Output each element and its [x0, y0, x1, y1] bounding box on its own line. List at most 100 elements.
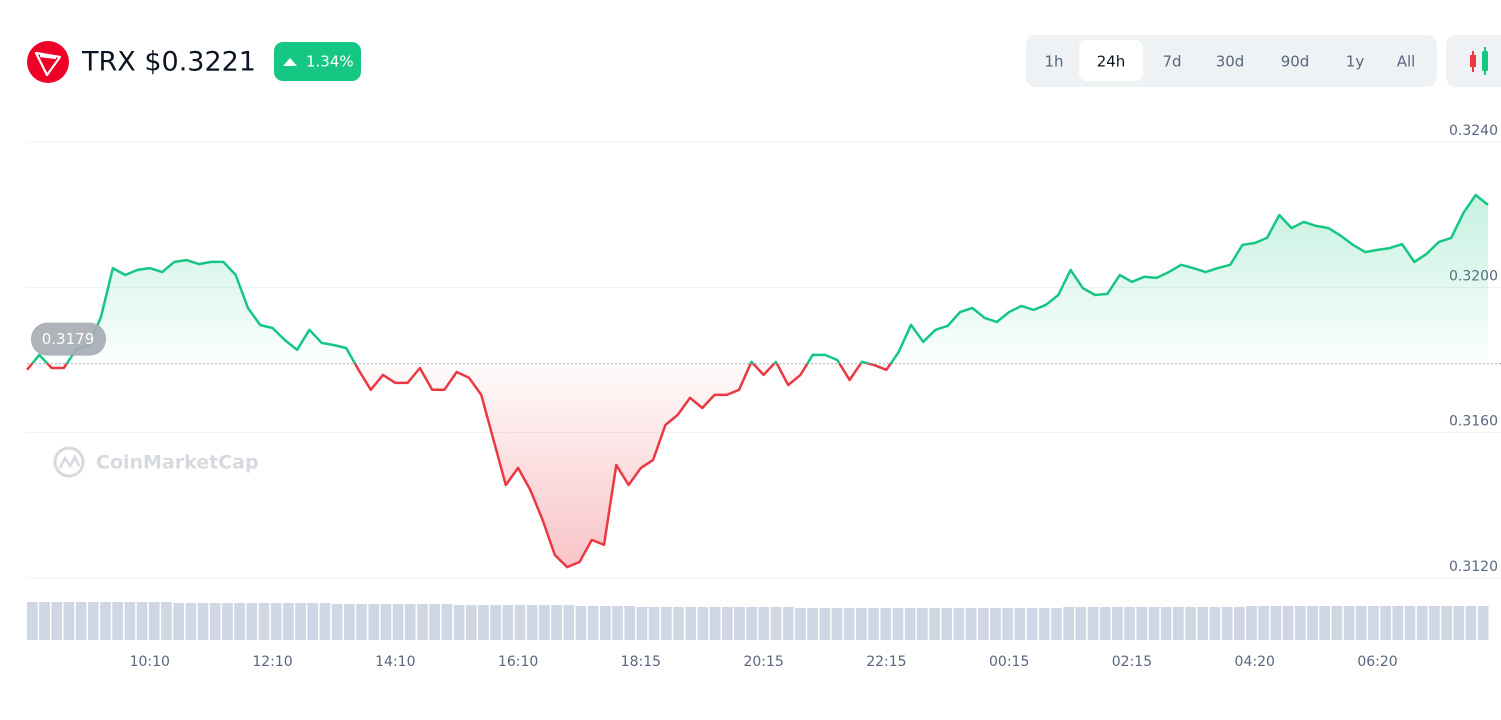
timeframe-button[interactable]: 30d — [1216, 53, 1245, 71]
volume-bar — [392, 604, 404, 640]
volume-bar — [1404, 606, 1416, 640]
volume-bar — [1148, 607, 1160, 640]
volume-bar — [1221, 607, 1233, 640]
volume-bar — [746, 607, 757, 640]
volume-bar — [368, 604, 380, 640]
x-tick-label: 20:15 — [743, 654, 783, 670]
volume-bar — [1380, 606, 1391, 640]
volume-bar — [1307, 606, 1318, 640]
timeframe-button[interactable]: 90d — [1281, 53, 1310, 71]
volume-bar — [124, 602, 136, 640]
volume-bar — [1160, 607, 1172, 640]
area-down — [27, 363, 891, 568]
price-line-up — [30, 193, 1489, 364]
x-tick-label: 00:15 — [989, 654, 1029, 670]
logo — [27, 41, 69, 83]
volume-bar — [941, 608, 953, 640]
volume-bar — [222, 603, 233, 640]
volume-bar — [27, 602, 38, 640]
volume-bar — [39, 602, 50, 640]
volume-bar — [295, 603, 306, 640]
volume-bar — [234, 603, 245, 640]
volume-bar — [1233, 607, 1245, 640]
volume-bar — [429, 604, 441, 640]
y-tick-label: 0.3160 — [1449, 414, 1498, 430]
volume-bar — [1038, 608, 1050, 640]
volume-bar — [1441, 606, 1452, 640]
volume-bar — [526, 605, 538, 640]
volume-bar — [1319, 606, 1331, 640]
volume-bar — [148, 602, 160, 640]
volume-bar — [929, 608, 940, 640]
volume-bar — [904, 608, 916, 640]
x-tick-label: 06:20 — [1357, 654, 1397, 670]
volume-bar — [1392, 606, 1404, 640]
volume-bar — [685, 607, 697, 640]
volume-bar — [539, 605, 550, 640]
volume-bar — [1124, 607, 1135, 640]
volume-bar — [441, 604, 453, 640]
timeframe-button[interactable]: 1h — [1044, 53, 1063, 71]
volume-bar — [1087, 607, 1099, 640]
volume-bar — [161, 602, 172, 640]
timeframe-button[interactable]: 1y — [1346, 53, 1365, 71]
volume-bar — [197, 603, 209, 640]
x-tick-label: 18:15 — [621, 654, 661, 670]
volume-bar — [1099, 607, 1111, 640]
volume-bar — [1002, 608, 1014, 640]
timeframe-button[interactable]: 24h — [1097, 53, 1126, 71]
volume-bar — [1331, 606, 1343, 640]
volume-bar — [356, 604, 367, 640]
timeframe-button[interactable]: All — [1397, 53, 1416, 71]
volume-bar — [63, 602, 75, 640]
volume-bar — [258, 603, 270, 640]
volume-bar — [880, 608, 892, 640]
volume-bar — [697, 607, 709, 640]
volume-bar — [551, 605, 562, 640]
volume-bar — [514, 605, 526, 640]
timeframes: 1h 24h 7d 30d 90d 1y All — [1044, 40, 1415, 81]
volume-bar — [916, 608, 928, 640]
volume-bar — [1051, 608, 1062, 640]
volume-bar — [1282, 606, 1294, 640]
x-tick-label: 22:15 — [866, 654, 906, 670]
volume-bar — [660, 607, 672, 640]
volume-bar — [758, 607, 770, 640]
volume-bar — [1026, 608, 1038, 640]
timeframe-button[interactable]: 7d — [1162, 53, 1181, 71]
volume-bar — [1270, 606, 1282, 640]
change-badge — [274, 42, 361, 81]
volume-bar — [721, 607, 733, 640]
volume-bar — [343, 604, 355, 640]
volume-bar — [490, 605, 501, 640]
volume-bar — [112, 602, 124, 640]
x-tick-label: 02:15 — [1112, 654, 1152, 670]
volume-bar — [1368, 606, 1379, 640]
volume-bar — [246, 603, 258, 640]
volume-bar — [624, 606, 636, 640]
volume-bar — [1355, 606, 1367, 640]
volume-bar — [575, 606, 587, 640]
volume-bar — [1136, 607, 1148, 640]
volume-bar — [331, 604, 343, 640]
y-tick-label: 0.3240 — [1449, 123, 1498, 139]
volume-bar — [953, 608, 965, 640]
volume-bar — [990, 608, 1001, 640]
volume-bar — [600, 606, 611, 640]
volume-bar — [1185, 607, 1196, 640]
volume-bar — [1294, 606, 1306, 640]
volume-bar — [87, 602, 99, 640]
volume-bar — [734, 607, 745, 640]
asset-title: TRX $0.3221 — [81, 47, 256, 78]
volume-bar — [1246, 606, 1257, 640]
volume-bar — [770, 607, 782, 640]
volume-bar — [319, 603, 331, 640]
volume-bar — [795, 608, 806, 640]
volume-bar — [1075, 607, 1087, 640]
volume-bar — [209, 603, 221, 640]
volume-bar — [136, 602, 148, 640]
volume-bar — [1429, 606, 1440, 640]
volume-bar — [173, 603, 184, 640]
volume-bar — [465, 605, 477, 640]
area-up — [27, 195, 1488, 364]
